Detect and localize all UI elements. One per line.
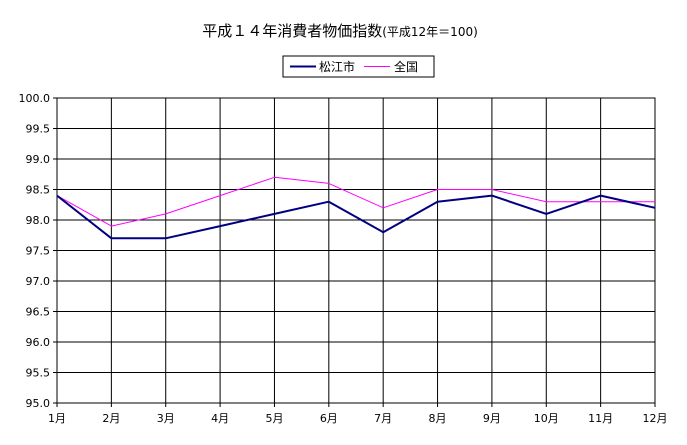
chart-title-main: 平成１４年消費者物価指数 — [202, 22, 382, 40]
chart-subtitle: (平成12年＝100) — [382, 25, 478, 39]
x-tick-label: 8月 — [429, 412, 447, 425]
x-tick-label: 12月 — [643, 412, 668, 425]
x-tick-label: 10月 — [534, 412, 559, 425]
legend-label-matsue: 松江市 — [319, 59, 355, 74]
y-tick-label: 97.5 — [26, 245, 51, 258]
y-tick-label: 95.0 — [26, 397, 51, 410]
y-tick-label: 95.5 — [26, 367, 51, 380]
x-tick-label: 4月 — [211, 412, 229, 425]
y-tick-label: 98.0 — [26, 214, 51, 227]
series-line-national — [56, 176, 655, 227]
y-tick-label: 99.0 — [26, 153, 51, 166]
x-tick-label: 2月 — [102, 412, 120, 425]
chart-title: 平成１４年消費者物価指数(平成12年＝100) — [202, 22, 478, 40]
y-tick-label: 96.5 — [26, 306, 51, 319]
x-tick-label: 9月 — [483, 412, 501, 425]
y-axis-ticks: 100.0 99.5 99.0 98.5 98.0 97.5 97.0 96.5 96.0 95.… — [19, 92, 57, 410]
series-lines — [56, 176, 656, 240]
legend-label-national: 全国 — [394, 59, 418, 74]
x-tick-label: 3月 — [157, 412, 175, 425]
y-tick-label: 97.0 — [26, 275, 51, 288]
x-tick-label: 11月 — [588, 412, 613, 425]
series-line-matsue — [56, 194, 656, 240]
x-tick-label: 5月 — [265, 412, 283, 425]
x-tick-label: 6月 — [320, 412, 338, 425]
x-tick-label: 7月 — [374, 412, 392, 425]
y-tick-label: 99.5 — [26, 123, 51, 136]
y-tick-label: 100.0 — [19, 92, 51, 105]
x-axis-ticks: 1月 2月 3月 4月 5月 6月 7月 8月 9月 10月 11月 12月 — [48, 403, 668, 425]
legend: 松江市 全国 — [282, 55, 435, 78]
x-tick-label: 1月 — [48, 412, 66, 425]
y-tick-label: 96.0 — [26, 336, 51, 349]
legend-box — [282, 55, 435, 78]
gridlines — [57, 98, 655, 403]
y-tick-label: 98.5 — [26, 184, 51, 197]
